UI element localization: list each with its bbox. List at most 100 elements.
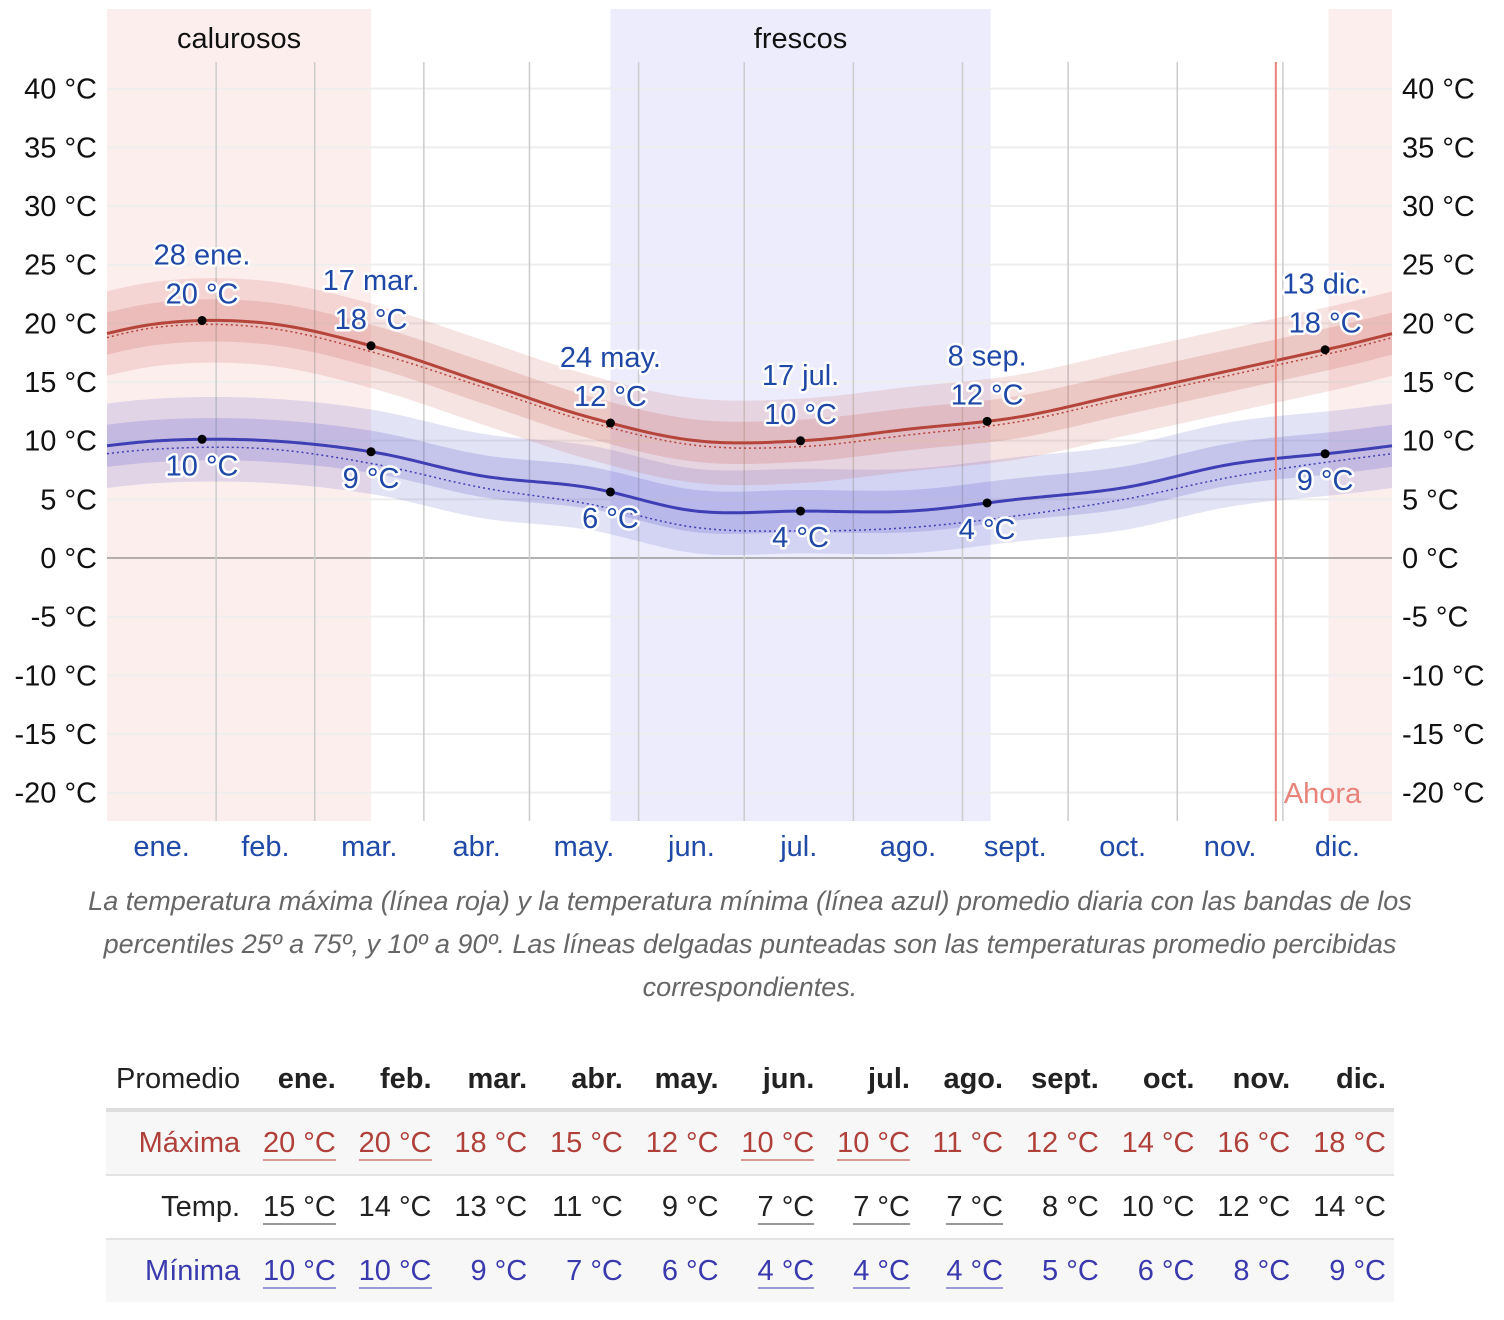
annotation-date: 13 dic. [1282, 269, 1367, 301]
cell-value: 12 °C [645, 1126, 719, 1159]
cell-value: 8 °C [1042, 1190, 1099, 1223]
annotation-value: 12 °C [574, 381, 647, 413]
extreme-value-link[interactable]: 10 °C [741, 1126, 815, 1161]
y-tick-label-right: 35 °C [1402, 132, 1475, 164]
y-tick-label-right: 0 °C [1402, 543, 1459, 575]
now-label: Ahora [1284, 778, 1362, 810]
annotation-point-max [796, 436, 806, 446]
month-header: dic. [1336, 1062, 1386, 1095]
annotation-point-min [605, 487, 615, 497]
cell-value: 18 °C [1313, 1126, 1386, 1159]
y-tick-label-right: 10 °C [1402, 426, 1475, 458]
annotation-point-min [1320, 449, 1330, 459]
table-cell: 7 °C [822, 1175, 918, 1240]
extreme-value-link[interactable]: 15 °C [262, 1190, 336, 1225]
y-tick-label-right: 25 °C [1402, 250, 1475, 282]
month-header: jul. [868, 1062, 910, 1095]
cell-value: 5 °C [1042, 1254, 1099, 1287]
y-tick-label-right: 5 °C [1402, 484, 1459, 516]
cell-value: 15 °C [550, 1126, 623, 1159]
table-cell: 4 °C [917, 1239, 1012, 1302]
cell-value: 8 °C [1233, 1254, 1291, 1287]
table-cell: 6 °C [1106, 1239, 1203, 1302]
cell-value: 13 °C [454, 1190, 528, 1223]
annotation-date: 28 ene. [154, 240, 251, 272]
month-label: ago. [880, 831, 936, 863]
annotation-value: 10 °C [166, 450, 239, 482]
temperature-chart: calurosos frescos 40 °C 40 °C 35 °C 35 °C 30 °… [14, 9, 1485, 863]
table-cell: 14 °C [343, 1175, 440, 1240]
table-cell: 11 °C [535, 1175, 631, 1240]
table-cell: 18 °C [439, 1110, 536, 1176]
table-cell: 20 °C [343, 1110, 440, 1176]
month-header: oct. [1142, 1062, 1195, 1095]
month-header: ene. [277, 1062, 336, 1095]
table-cell: 8 °C [1011, 1175, 1107, 1240]
table-cell: 10 °C [822, 1110, 918, 1176]
table-cell: 5 °C [1011, 1239, 1107, 1302]
extreme-value-link[interactable]: 4 °C [757, 1254, 815, 1289]
table-cell: 9 °C [630, 1175, 727, 1240]
table-cell: 6 °C [630, 1239, 727, 1302]
table-cell: 16 °C [1202, 1110, 1299, 1176]
month-header: mar. [467, 1062, 528, 1095]
month-header: may. [654, 1062, 719, 1095]
y-tick-label-right: -5 °C [1402, 602, 1468, 634]
table-cell: 7 °C [726, 1175, 823, 1240]
month-header: sept. [1031, 1062, 1099, 1095]
y-tick-label-left: -10 °C [14, 660, 97, 692]
y-tick-label-right: -20 °C [1402, 778, 1485, 810]
extreme-value-link[interactable]: 7 °C [946, 1190, 1004, 1225]
table-cell: 20 °C [248, 1110, 344, 1176]
extreme-value-link[interactable]: 4 °C [853, 1254, 910, 1289]
min-band-p10-p90 [107, 396, 1392, 556]
extreme-value-link[interactable]: 4 °C [946, 1254, 1004, 1289]
month-label: may. [554, 831, 615, 863]
month-label: dic. [1315, 831, 1360, 863]
annotation-value: 20 °C [166, 279, 239, 311]
extreme-value-link[interactable]: 20 °C [262, 1126, 336, 1161]
table-header-row: Promedio ene. feb. mar. abr. may. jun. jul. ago… [106, 1050, 1394, 1110]
season-band-0 [107, 9, 372, 821]
extreme-value-link[interactable]: 10 °C [262, 1254, 336, 1289]
cell-value: 14 °C [1313, 1190, 1386, 1223]
annotation-date: 8 sep. [948, 340, 1027, 372]
month-label: jun. [667, 831, 715, 863]
row-label: Máxima [106, 1110, 249, 1176]
season-band-1 [610, 9, 991, 821]
extreme-value-link[interactable]: 10 °C [358, 1254, 432, 1289]
month-label: nov. [1204, 831, 1257, 863]
max-temperature-line [106, 318, 1393, 445]
extreme-value-link[interactable]: 20 °C [358, 1126, 432, 1161]
cell-value: 9 °C [661, 1190, 719, 1223]
table-cell: 12 °C [1202, 1175, 1299, 1240]
annotation-value: 6 °C [582, 503, 639, 535]
table-cell: 7 °C [535, 1239, 631, 1302]
table-cell: 15 °C [535, 1110, 631, 1176]
table-row-min: Mínima 10 °C 10 °C 9 °C 7 °C 6 °C 4 °C 4 °C 4 °C… [106, 1239, 1394, 1302]
table-cell: 10 °C [248, 1239, 344, 1302]
month-label: feb. [241, 831, 289, 863]
table-cell: 14 °C [1106, 1110, 1203, 1176]
y-tick-label-left: 5 °C [40, 484, 97, 516]
extreme-value-link[interactable]: 10 °C [837, 1126, 910, 1161]
season-label: calurosos [177, 23, 301, 55]
y-tick-label-left: 25 °C [24, 250, 97, 282]
min-temperature-line [106, 437, 1393, 515]
cell-value: 12 °C [1217, 1190, 1291, 1223]
month-label: jul. [779, 831, 817, 863]
extreme-value-link[interactable]: 7 °C [757, 1190, 815, 1225]
cell-value: 12 °C [1025, 1126, 1099, 1159]
min-feels-like-line [106, 446, 1393, 532]
table-row-avg: Temp. 15 °C 14 °C 13 °C 11 °C 9 °C 7 °C 7 °C 7 °… [106, 1175, 1394, 1240]
season-label: frescos [754, 23, 847, 55]
table-cell: 9 °C [1298, 1239, 1394, 1302]
annotation-point-max [1320, 345, 1330, 355]
cell-value: 10 °C [1121, 1190, 1195, 1223]
table-cell: 15 °C [248, 1175, 344, 1240]
y-tick-label-left: -20 °C [14, 778, 97, 810]
table-cell: 7 °C [917, 1175, 1012, 1240]
month-header: feb. [379, 1062, 432, 1095]
table-cell: 10 °C [726, 1110, 823, 1176]
extreme-value-link[interactable]: 7 °C [853, 1190, 910, 1225]
